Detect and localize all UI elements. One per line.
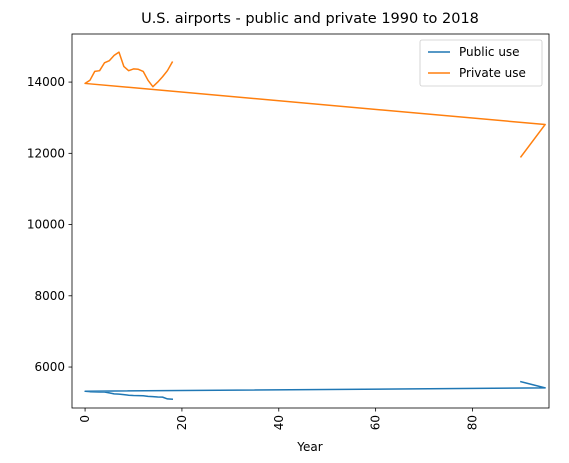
legend-box xyxy=(419,39,543,87)
x-tick-label-0: 0 xyxy=(78,415,92,423)
x-tick-label-3: 60 xyxy=(369,415,383,430)
legend-label-1: Private use xyxy=(459,66,526,80)
series-line-1 xyxy=(84,51,546,158)
legend: Public use Private use xyxy=(419,39,543,87)
x-tick-label-4: 80 xyxy=(465,415,479,430)
plot-area: 0 20 40 60 80 6000 8000 10000 12000 14000 xyxy=(27,33,550,430)
axes-frame xyxy=(71,33,550,409)
series-line-0 xyxy=(84,380,546,400)
y-tick-label-3: 12000 xyxy=(27,146,65,160)
y-tick-label-1: 8000 xyxy=(34,289,65,303)
chart-title: U.S. airports - public and private 1990 … xyxy=(141,11,479,27)
legend-label-0: Public use xyxy=(459,45,520,59)
x-tick-label-2: 40 xyxy=(272,415,286,430)
x-axis-label: Year xyxy=(296,440,322,454)
x-tick-label-1: 20 xyxy=(175,415,189,430)
y-tick-label-0: 6000 xyxy=(34,360,65,374)
y-tick-label-2: 10000 xyxy=(27,218,65,232)
y-tick-label-4: 14000 xyxy=(27,75,65,89)
